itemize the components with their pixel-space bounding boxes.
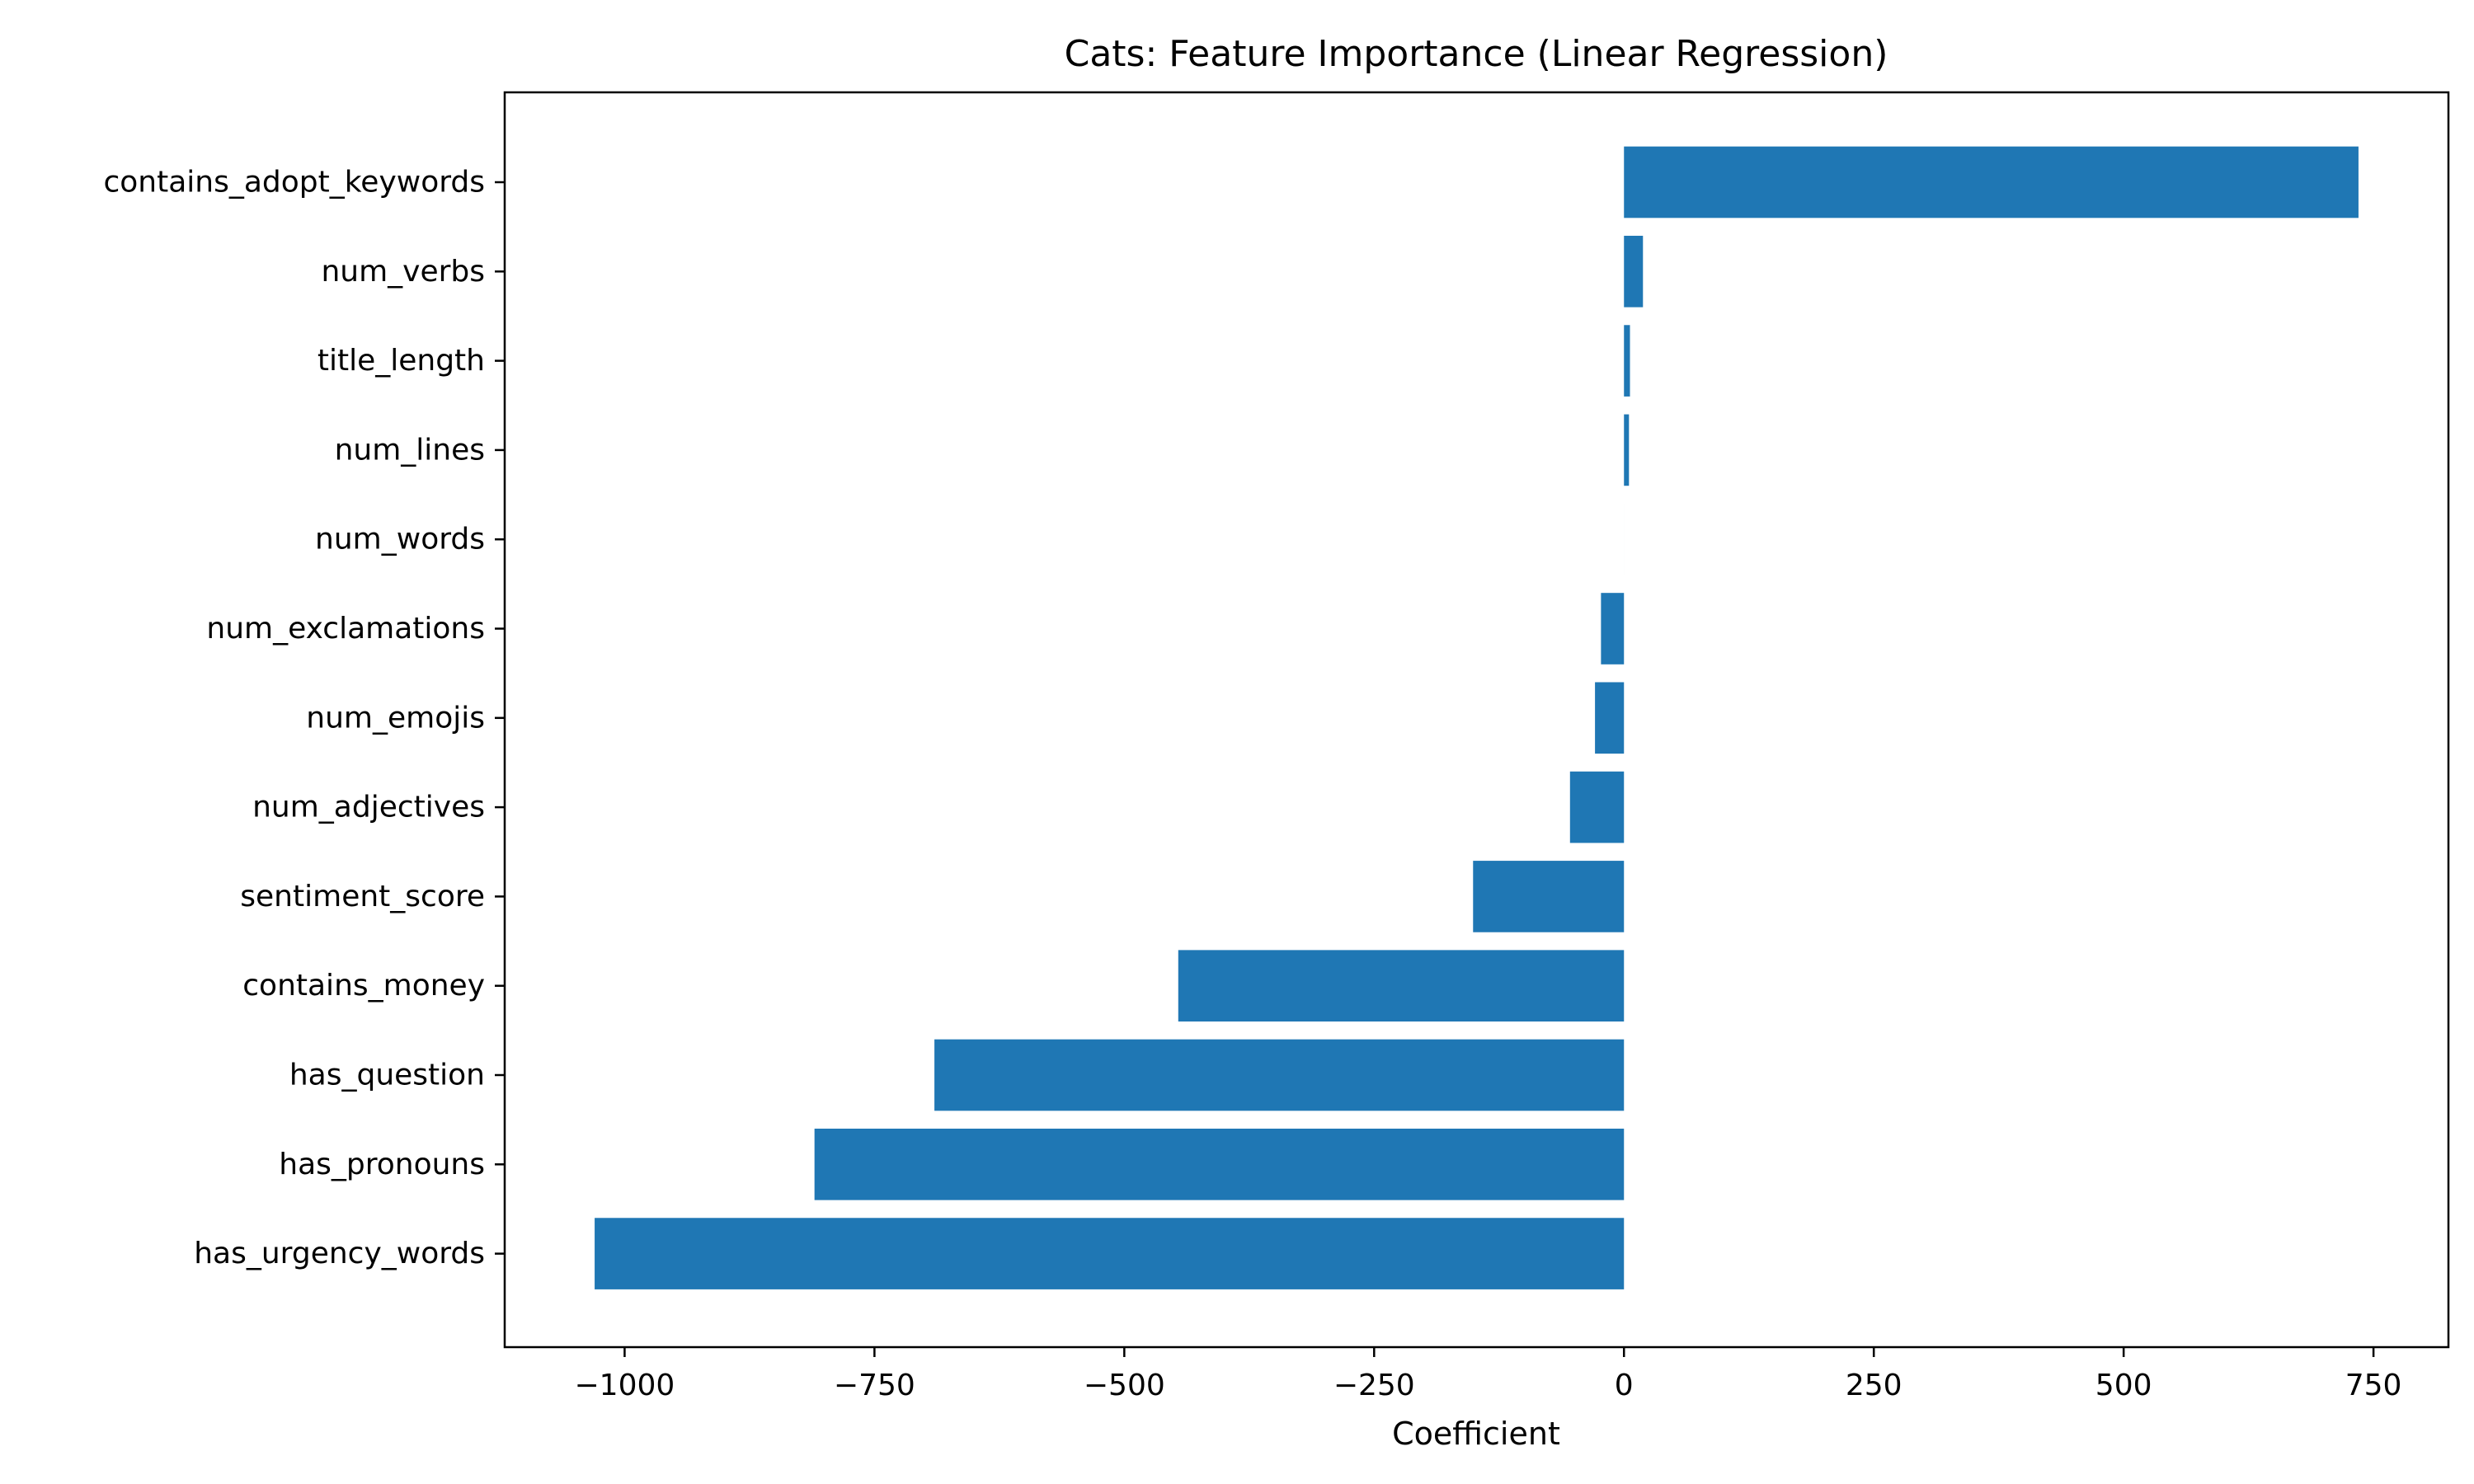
x-axis-label: Coefficient [1392, 1416, 1560, 1452]
x-tick-label: 0 [1615, 1369, 1634, 1402]
bar-num-verbs [1624, 235, 1644, 308]
y-tick-label: contains_money [242, 969, 485, 1003]
x-tick-label: 250 [1846, 1369, 1903, 1402]
y-tick-label: contains_adopt_keywords [103, 166, 485, 200]
bar-contains-money [1178, 950, 1625, 1022]
chart-title: Cats: Feature Importance (Linear Regress… [1065, 33, 1888, 75]
y-tick-label: sentiment_score [240, 880, 485, 913]
bar-has-question [934, 1039, 1625, 1111]
x-tick-label: −500 [1084, 1369, 1165, 1402]
y-axis-ticks: contains_adopt_keywords num_verbs title_le… [103, 166, 505, 1270]
bar-num-exclamations [1601, 593, 1625, 665]
y-tick-label: has_question [289, 1059, 485, 1092]
bar-has-urgency-words [595, 1218, 1625, 1289]
y-tick-label: num_emojis [306, 701, 485, 735]
bar-title-length [1624, 325, 1630, 397]
bar-num-adjectives [1569, 771, 1625, 843]
x-tick-label: −750 [834, 1369, 915, 1402]
bar-num-emojis [1595, 682, 1625, 754]
x-tick-label: −250 [1333, 1369, 1415, 1402]
bars-group [595, 146, 2359, 1289]
y-tick-label: num_exclamations [206, 612, 485, 646]
x-tick-label: −1000 [575, 1369, 675, 1402]
y-tick-label: num_words [315, 523, 485, 556]
x-axis-ticks: −1000 −750 −500 −250 0 250 500 750 [575, 1347, 2402, 1402]
bar-sentiment-score [1473, 861, 1625, 932]
y-tick-label: has_pronouns [279, 1148, 485, 1181]
y-tick-label: num_lines [335, 433, 485, 467]
y-tick-label: num_verbs [321, 255, 485, 289]
bar-contains-adopt-keywords [1624, 146, 2359, 218]
y-tick-label: has_urgency_words [194, 1237, 485, 1270]
bar-num-lines [1624, 414, 1630, 486]
y-tick-label: title_length [317, 344, 485, 378]
y-tick-label: num_adjectives [252, 791, 485, 824]
x-tick-label: 750 [2345, 1369, 2402, 1402]
bar-has-pronouns [814, 1128, 1625, 1200]
plot-frame [503, 91, 2450, 1349]
x-tick-label: 500 [2095, 1369, 2152, 1402]
